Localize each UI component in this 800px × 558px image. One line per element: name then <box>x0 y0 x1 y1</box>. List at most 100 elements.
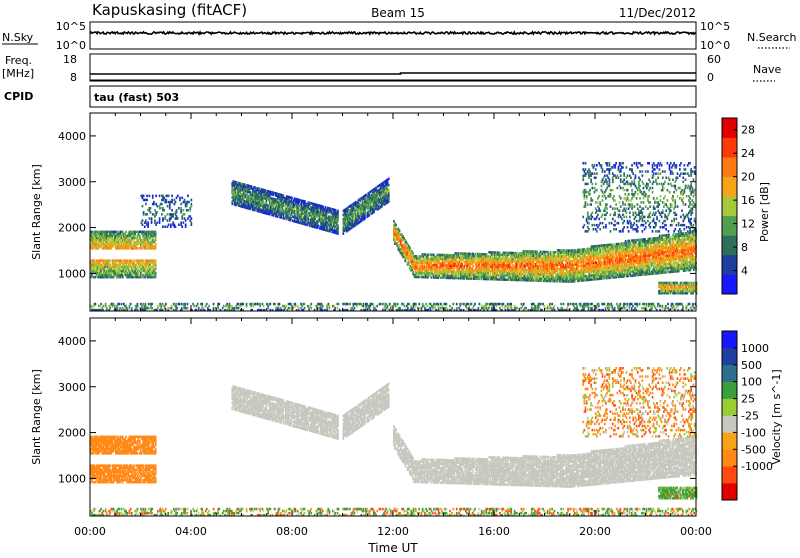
power-cell <box>167 219 169 222</box>
power-cell <box>239 182 241 185</box>
nsky-panel-frame <box>90 22 696 49</box>
power-cell <box>125 231 127 234</box>
nsky-tick-high: 10^5 <box>56 20 86 33</box>
nave-label: Nave <box>753 63 781 76</box>
freq-label: Freq. <box>5 54 32 67</box>
power-cell <box>156 211 158 214</box>
power-cell <box>187 209 189 212</box>
power-cell <box>153 201 155 204</box>
power-cell <box>151 217 153 220</box>
power-cell <box>183 209 185 212</box>
power-cell <box>292 197 294 200</box>
power-cell <box>461 263 463 266</box>
nsky-right-tick-low: 10^0 <box>700 39 730 52</box>
power-cell <box>155 259 157 262</box>
nsky-line <box>90 32 696 34</box>
power-cell <box>142 224 144 227</box>
power-cell <box>185 219 187 222</box>
power-cell <box>185 224 187 227</box>
power-cell <box>388 184 390 187</box>
power-cell <box>322 206 324 209</box>
date-title: 11/Dec/2012 <box>619 6 696 20</box>
power-cell <box>171 199 173 202</box>
power-cell <box>168 195 170 198</box>
power-cell <box>184 199 186 202</box>
power-cell <box>388 188 390 191</box>
power-cell <box>146 213 148 216</box>
power-cell <box>166 199 168 202</box>
power-cell <box>149 217 151 220</box>
power-cell <box>548 251 550 254</box>
power-data <box>90 162 697 311</box>
freq-tick-low: 8 <box>70 71 77 84</box>
power-cell <box>176 209 178 212</box>
station-title: Kapuskasing (fitACF) <box>92 1 247 19</box>
power-cell <box>161 203 163 206</box>
nave-tick-high: 60 <box>707 53 721 66</box>
power-cell <box>473 265 475 268</box>
power-cell <box>187 195 189 198</box>
power-cell <box>369 214 371 217</box>
power-cell <box>244 183 246 186</box>
power-cell <box>164 226 166 229</box>
power-cell <box>150 211 152 214</box>
freq-unit: [MHz] <box>2 67 34 80</box>
power-cell <box>172 213 174 216</box>
power-cell <box>175 226 177 229</box>
power-cell <box>337 224 339 227</box>
beam-title: Beam 15 <box>371 6 425 20</box>
power-cell <box>177 195 179 198</box>
power-cell <box>254 186 256 189</box>
power-cell <box>178 207 180 210</box>
power-cell <box>337 210 339 213</box>
power-cell <box>168 224 170 227</box>
power-cell <box>191 199 193 202</box>
power-cell <box>395 224 397 227</box>
power-cell <box>159 195 161 198</box>
power-cell <box>144 226 146 229</box>
power-cell <box>399 230 401 233</box>
power-cell <box>159 217 161 220</box>
power-cell <box>154 219 156 222</box>
power-cell <box>162 217 164 220</box>
power-cell <box>184 213 186 216</box>
power-cell <box>167 213 169 216</box>
power-cell <box>283 209 285 212</box>
power-cell <box>155 231 157 234</box>
power-cell <box>156 205 158 208</box>
power-cell <box>191 203 193 206</box>
nsky-right-tick-high: 10^5 <box>700 20 730 33</box>
power-cell <box>142 205 144 208</box>
power-cell <box>109 259 111 262</box>
power-cell <box>180 221 182 224</box>
power-cell <box>142 259 144 262</box>
power-cell <box>179 197 181 200</box>
power-cell <box>137 247 139 250</box>
power-cell <box>164 215 166 218</box>
power-cell <box>167 205 169 208</box>
freq-panel-frame <box>90 54 696 81</box>
power-cell <box>412 252 414 255</box>
power-cell <box>155 243 157 246</box>
power-cell <box>139 235 141 238</box>
nsky-trace <box>90 32 696 34</box>
power-cell <box>388 178 390 181</box>
nsky-tick-low: 10^0 <box>56 39 86 52</box>
power-cell <box>259 188 261 191</box>
power-cell <box>394 238 396 241</box>
power-cell <box>175 201 177 204</box>
power-cell <box>236 181 238 184</box>
power-cell <box>178 224 180 227</box>
power-cell <box>171 209 173 212</box>
power-cell <box>412 271 414 274</box>
freq-line <box>90 73 696 74</box>
power-cell <box>554 251 556 254</box>
power-cell <box>183 221 185 224</box>
nsky-label: N.Sky <box>2 31 34 44</box>
power-cell <box>188 201 190 204</box>
power-cell <box>152 195 154 198</box>
power-cell <box>191 217 193 220</box>
power-cell <box>251 185 253 188</box>
power-cell <box>143 211 145 214</box>
